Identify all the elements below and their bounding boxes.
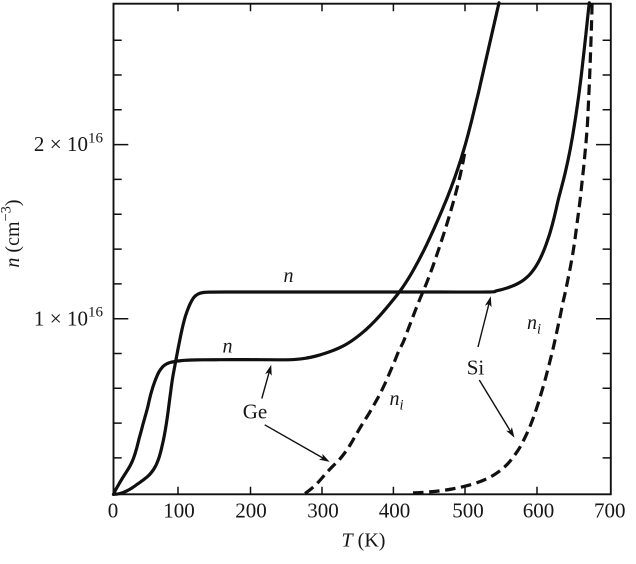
svg-text:600: 600 xyxy=(523,499,555,523)
svg-text:Ge: Ge xyxy=(243,399,268,423)
svg-text:100: 100 xyxy=(163,499,195,523)
svg-text:T (K): T (K) xyxy=(342,529,386,551)
svg-text:n: n xyxy=(284,265,294,287)
svg-text:300: 300 xyxy=(307,499,339,523)
svg-text:n: n xyxy=(223,336,233,358)
svg-text:500: 500 xyxy=(452,499,484,523)
svg-text:Si: Si xyxy=(467,355,485,379)
svg-text:200: 200 xyxy=(235,499,267,523)
svg-text:700: 700 xyxy=(594,499,626,523)
svg-text:1 × 1016: 1 × 1016 xyxy=(34,305,104,331)
svg-text:400: 400 xyxy=(379,499,411,523)
svg-text:0: 0 xyxy=(108,499,119,523)
